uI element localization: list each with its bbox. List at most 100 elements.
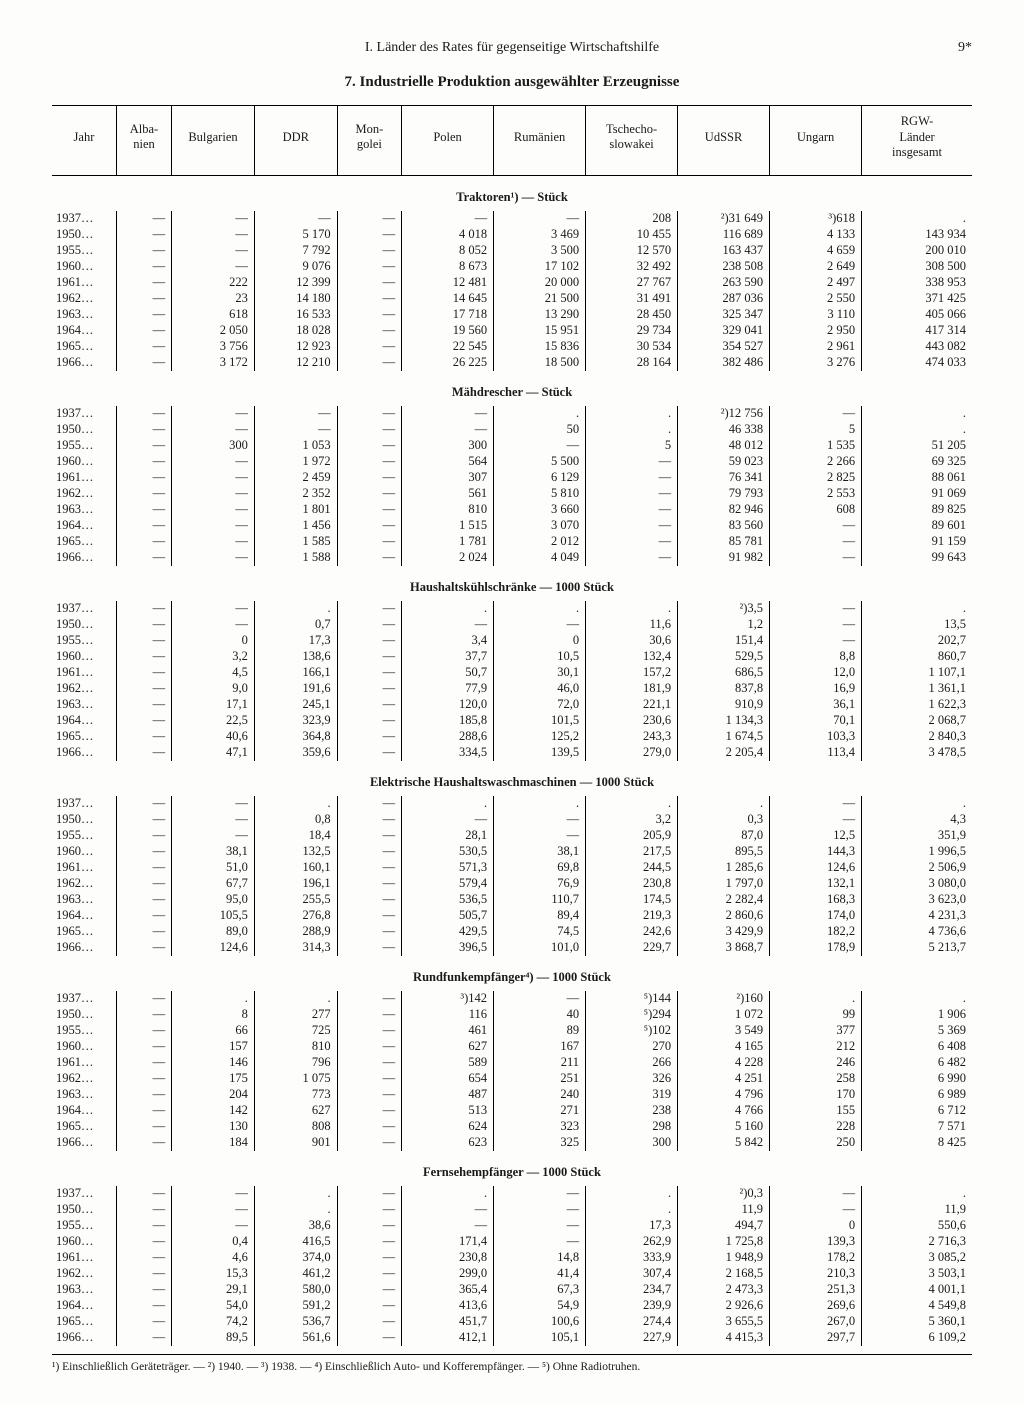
year-cell: 1965… (52, 924, 116, 940)
table-row: 1962…—67,7196,1—579,476,9230,81 797,0132… (52, 876, 972, 892)
year-cell: 1962… (52, 876, 116, 892)
data-cell: — (337, 1087, 401, 1103)
data-cell: . (678, 796, 770, 812)
data-cell: 59 023 (678, 454, 770, 470)
data-cell: . (254, 991, 337, 1007)
data-cell: 3 478,5 (862, 745, 972, 761)
data-cell: 329 041 (678, 323, 770, 339)
data-cell: 69 325 (862, 454, 972, 470)
table-row: 1963…—17,1245,1—120,072,0221,1910,936,11… (52, 697, 972, 713)
data-cell: — (116, 470, 171, 486)
data-cell: 132,1 (770, 876, 862, 892)
year-cell: 1960… (52, 259, 116, 275)
data-cell: — (254, 211, 337, 227)
data-cell: 333,9 (586, 1250, 678, 1266)
data-cell: 178,2 (770, 1250, 862, 1266)
data-cell: 74,2 (172, 1314, 255, 1330)
table-row: 1950…—————50.46 3385. (52, 422, 972, 438)
year-cell: 1955… (52, 828, 116, 844)
data-cell: 536,5 (402, 892, 494, 908)
data-cell: 319 (586, 1087, 678, 1103)
data-cell: 67,7 (172, 876, 255, 892)
data-cell: 5 213,7 (862, 940, 972, 956)
year-cell: 1964… (52, 518, 116, 534)
data-cell: — (337, 307, 401, 323)
data-cell: 157 (172, 1039, 255, 1055)
data-cell: — (337, 1023, 401, 1039)
data-cell: . (586, 406, 678, 422)
data-cell: 354 527 (678, 339, 770, 355)
data-cell: 8 425 (862, 1135, 972, 1151)
data-cell: 2 961 (770, 339, 862, 355)
data-cell: 40 (494, 1007, 586, 1023)
data-cell: . (254, 601, 337, 617)
column-header: Rumänien (494, 106, 586, 176)
table-row: 1960…—157810—6271672704 1652126 408 (52, 1039, 972, 1055)
data-cell: — (116, 259, 171, 275)
data-cell: 222 (172, 275, 255, 291)
data-cell: — (116, 486, 171, 502)
table-row: 1965…—74,2536,7—451,7100,6274,43 655,526… (52, 1314, 972, 1330)
data-cell: 4 049 (494, 550, 586, 566)
data-cell: — (116, 1250, 171, 1266)
data-cell: — (337, 1071, 401, 1087)
data-cell: — (172, 550, 255, 566)
data-cell: 262,9 (586, 1234, 678, 1250)
data-cell: 26 225 (402, 355, 494, 371)
data-cell: — (494, 617, 586, 633)
data-cell: 1 053 (254, 438, 337, 454)
data-cell: . (862, 601, 972, 617)
data-cell: 300 (586, 1135, 678, 1151)
year-cell: 1962… (52, 1266, 116, 1282)
data-cell: 227,9 (586, 1330, 678, 1346)
data-cell: 895,5 (678, 844, 770, 860)
data-cell: — (172, 534, 255, 550)
column-header: Polen (402, 106, 494, 176)
table-row: 1937…——.—.—.²)0,3—. (52, 1186, 972, 1202)
page-number: 9* (932, 40, 972, 56)
data-cell: — (116, 1039, 171, 1055)
data-cell: 47,1 (172, 745, 255, 761)
data-cell: ⁵)102 (586, 1023, 678, 1039)
data-cell: 251,3 (770, 1282, 862, 1298)
data-cell: 67,3 (494, 1282, 586, 1298)
data-cell: 125,2 (494, 729, 586, 745)
data-cell: 170 (770, 1087, 862, 1103)
data-cell: — (116, 355, 171, 371)
data-cell: 1 134,3 (678, 713, 770, 729)
data-cell: — (337, 518, 401, 534)
data-cell: 334,5 (402, 745, 494, 761)
data-cell: — (337, 406, 401, 422)
data-cell: 17,3 (254, 633, 337, 649)
data-cell: 166,1 (254, 665, 337, 681)
data-cell: — (116, 681, 171, 697)
table-row: 1962…—1751 075—6542513264 2512586 990 (52, 1071, 972, 1087)
data-cell: . (586, 1186, 678, 1202)
data-cell: . (586, 796, 678, 812)
data-cell: — (116, 1119, 171, 1135)
data-cell: — (116, 649, 171, 665)
data-cell: 2 168,5 (678, 1266, 770, 1282)
data-cell: 371 425 (862, 291, 972, 307)
data-cell: ²)0,3 (678, 1186, 770, 1202)
data-cell: — (116, 406, 171, 422)
year-cell: 1962… (52, 1071, 116, 1087)
data-cell: — (172, 470, 255, 486)
data-cell: 2 024 (402, 550, 494, 566)
data-cell: — (586, 454, 678, 470)
year-cell: 1965… (52, 339, 116, 355)
year-cell: 1965… (52, 729, 116, 745)
data-cell: — (770, 550, 862, 566)
data-cell: 2 012 (494, 534, 586, 550)
data-cell: 88 061 (862, 470, 972, 486)
data-cell: — (116, 1055, 171, 1071)
data-cell: — (116, 796, 171, 812)
data-cell: 351,9 (862, 828, 972, 844)
data-cell: 396,5 (402, 940, 494, 956)
year-cell: 1962… (52, 291, 116, 307)
data-cell: 245,1 (254, 697, 337, 713)
data-cell: — (586, 486, 678, 502)
column-header: RGW-Länderinsgesamt (862, 106, 972, 176)
data-cell: . (862, 406, 972, 422)
data-cell: 451,7 (402, 1314, 494, 1330)
